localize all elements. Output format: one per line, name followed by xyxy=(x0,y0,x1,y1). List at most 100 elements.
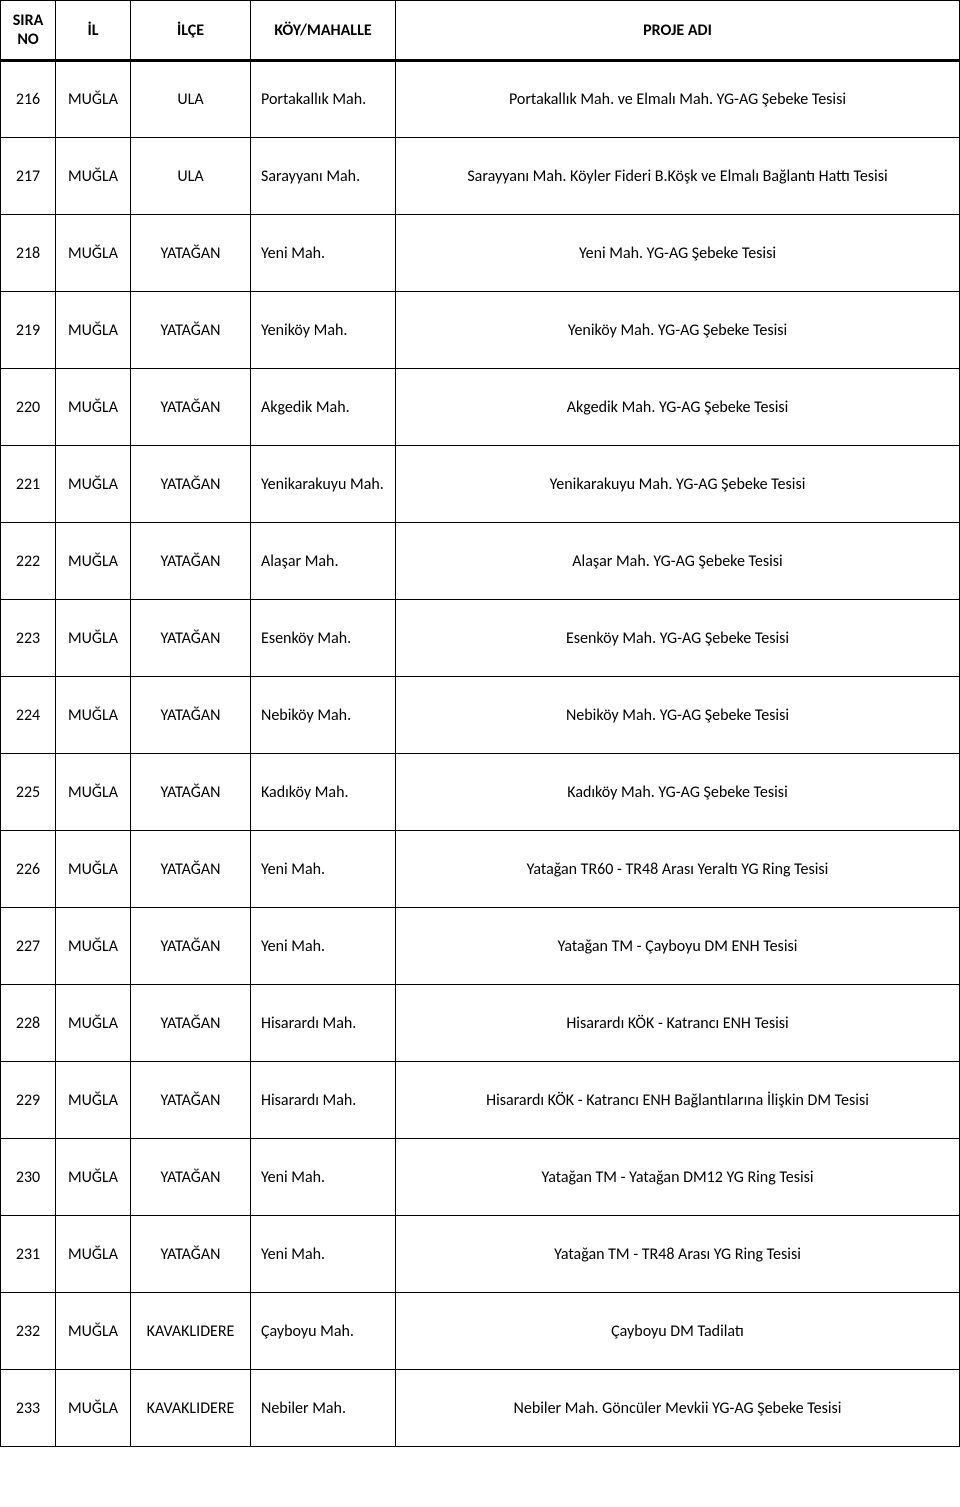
table-row: 223MUĞLAYATAĞANEsenköy Mah.Esenköy Mah. … xyxy=(1,600,960,677)
table-row: 229MUĞLAYATAĞANHisarardı Mah.Hisarardı K… xyxy=(1,1062,960,1139)
cell-ilce: YATAĞAN xyxy=(131,754,251,831)
cell-il: MUĞLA xyxy=(56,215,131,292)
cell-sira: 233 xyxy=(1,1370,56,1447)
cell-il: MUĞLA xyxy=(56,1139,131,1216)
cell-sira: 219 xyxy=(1,292,56,369)
cell-koy: Yeni Mah. xyxy=(251,1139,396,1216)
cell-il: MUĞLA xyxy=(56,908,131,985)
cell-il: MUĞLA xyxy=(56,754,131,831)
cell-il: MUĞLA xyxy=(56,985,131,1062)
cell-il: MUĞLA xyxy=(56,446,131,523)
cell-ilce: YATAĞAN xyxy=(131,215,251,292)
cell-proje: Akgedik Mah. YG-AG Şebeke Tesisi xyxy=(396,369,960,446)
cell-il: MUĞLA xyxy=(56,1293,131,1370)
cell-koy: Yeniköy Mah. xyxy=(251,292,396,369)
cell-sira: 228 xyxy=(1,985,56,1062)
cell-proje: Çayboyu DM Tadilatı xyxy=(396,1293,960,1370)
cell-sira: 226 xyxy=(1,831,56,908)
cell-sira: 220 xyxy=(1,369,56,446)
cell-proje: Yatağan TM - Yatağan DM12 YG Ring Tesisi xyxy=(396,1139,960,1216)
table-row: 228MUĞLAYATAĞANHisarardı Mah.Hisarardı K… xyxy=(1,985,960,1062)
cell-ilce: YATAĞAN xyxy=(131,369,251,446)
cell-koy: Akgedik Mah. xyxy=(251,369,396,446)
cell-koy: Yeni Mah. xyxy=(251,1216,396,1293)
table-row: 233MUĞLAKAVAKLIDERENebiler Mah.Nebiler M… xyxy=(1,1370,960,1447)
cell-proje: Nebiler Mah. Göncüler Mevkii YG-AG Şebek… xyxy=(396,1370,960,1447)
cell-koy: Kadıköy Mah. xyxy=(251,754,396,831)
cell-proje: Yenikarakuyu Mah. YG-AG Şebeke Tesisi xyxy=(396,446,960,523)
cell-sira: 222 xyxy=(1,523,56,600)
table-row: 232MUĞLAKAVAKLIDEREÇayboyu Mah.Çayboyu D… xyxy=(1,1293,960,1370)
cell-il: MUĞLA xyxy=(56,523,131,600)
cell-koy: Portakallık Mah. xyxy=(251,61,396,138)
cell-koy: Alaşar Mah. xyxy=(251,523,396,600)
cell-sira: 230 xyxy=(1,1139,56,1216)
cell-proje: Nebiköy Mah. YG-AG Şebeke Tesisi xyxy=(396,677,960,754)
cell-proje: Hisarardı KÖK - Katrancı ENH Bağlantılar… xyxy=(396,1062,960,1139)
cell-proje: Yatağan TM - TR48 Arası YG Ring Tesisi xyxy=(396,1216,960,1293)
cell-koy: Hisarardı Mah. xyxy=(251,985,396,1062)
cell-proje: Yeniköy Mah. YG-AG Şebeke Tesisi xyxy=(396,292,960,369)
cell-ilce: ULA xyxy=(131,138,251,215)
cell-ilce: YATAĞAN xyxy=(131,523,251,600)
cell-il: MUĞLA xyxy=(56,677,131,754)
cell-koy: Yenikarakuyu Mah. xyxy=(251,446,396,523)
cell-il: MUĞLA xyxy=(56,138,131,215)
cell-il: MUĞLA xyxy=(56,369,131,446)
cell-proje: Yatağan TM - Çayboyu DM ENH Tesisi xyxy=(396,908,960,985)
cell-koy: Esenköy Mah. xyxy=(251,600,396,677)
table-row: 227MUĞLAYATAĞANYeni Mah.Yatağan TM - Çay… xyxy=(1,908,960,985)
table-row: 226MUĞLAYATAĞANYeni Mah.Yatağan TR60 - T… xyxy=(1,831,960,908)
table-head: SIRA NOİLİLÇEKÖY/MAHALLEPROJE ADI xyxy=(1,1,960,61)
cell-sira: 217 xyxy=(1,138,56,215)
header-sira: SIRA NO xyxy=(1,1,56,61)
cell-ilce: YATAĞAN xyxy=(131,985,251,1062)
cell-sira: 224 xyxy=(1,677,56,754)
cell-proje: Portakallık Mah. ve Elmalı Mah. YG-AG Şe… xyxy=(396,61,960,138)
cell-ilce: YATAĞAN xyxy=(131,1216,251,1293)
cell-sira: 231 xyxy=(1,1216,56,1293)
header-proje: PROJE ADI xyxy=(396,1,960,61)
cell-koy: Yeni Mah. xyxy=(251,831,396,908)
cell-il: MUĞLA xyxy=(56,1216,131,1293)
table-row: 220MUĞLAYATAĞANAkgedik Mah.Akgedik Mah. … xyxy=(1,369,960,446)
cell-ilce: YATAĞAN xyxy=(131,446,251,523)
table-row: 225MUĞLAYATAĞANKadıköy Mah.Kadıköy Mah. … xyxy=(1,754,960,831)
cell-ilce: ULA xyxy=(131,61,251,138)
cell-koy: Yeni Mah. xyxy=(251,215,396,292)
project-table: SIRA NOİLİLÇEKÖY/MAHALLEPROJE ADI 216MUĞ… xyxy=(0,0,960,1447)
cell-sira: 225 xyxy=(1,754,56,831)
cell-sira: 221 xyxy=(1,446,56,523)
header-row: SIRA NOİLİLÇEKÖY/MAHALLEPROJE ADI xyxy=(1,1,960,61)
table-row: 230MUĞLAYATAĞANYeni Mah.Yatağan TM - Yat… xyxy=(1,1139,960,1216)
cell-ilce: KAVAKLIDERE xyxy=(131,1370,251,1447)
cell-sira: 229 xyxy=(1,1062,56,1139)
cell-ilce: YATAĞAN xyxy=(131,292,251,369)
cell-sira: 232 xyxy=(1,1293,56,1370)
cell-ilce: YATAĞAN xyxy=(131,1062,251,1139)
cell-ilce: YATAĞAN xyxy=(131,831,251,908)
cell-proje: Yeni Mah. YG-AG Şebeke Tesisi xyxy=(396,215,960,292)
table-row: 218MUĞLAYATAĞANYeni Mah.Yeni Mah. YG-AG … xyxy=(1,215,960,292)
cell-proje: Hisarardı KÖK - Katrancı ENH Tesisi xyxy=(396,985,960,1062)
cell-proje: Sarayyanı Mah. Köyler Fideri B.Köşk ve E… xyxy=(396,138,960,215)
table-row: 224MUĞLAYATAĞANNebiköy Mah.Nebiköy Mah. … xyxy=(1,677,960,754)
cell-proje: Alaşar Mah. YG-AG Şebeke Tesisi xyxy=(396,523,960,600)
cell-ilce: YATAĞAN xyxy=(131,1139,251,1216)
header-il: İL xyxy=(56,1,131,61)
table-row: 231MUĞLAYATAĞANYeni Mah.Yatağan TM - TR4… xyxy=(1,1216,960,1293)
cell-sira: 227 xyxy=(1,908,56,985)
table-row: 217MUĞLAULASarayyanı Mah.Sarayyanı Mah. … xyxy=(1,138,960,215)
cell-ilce: YATAĞAN xyxy=(131,600,251,677)
cell-sira: 218 xyxy=(1,215,56,292)
cell-il: MUĞLA xyxy=(56,831,131,908)
cell-ilce: KAVAKLIDERE xyxy=(131,1293,251,1370)
cell-proje: Esenköy Mah. YG-AG Şebeke Tesisi xyxy=(396,600,960,677)
cell-koy: Hisarardı Mah. xyxy=(251,1062,396,1139)
table-row: 219MUĞLAYATAĞANYeniköy Mah.Yeniköy Mah. … xyxy=(1,292,960,369)
cell-il: MUĞLA xyxy=(56,292,131,369)
table-row: 222MUĞLAYATAĞANAlaşar Mah.Alaşar Mah. YG… xyxy=(1,523,960,600)
cell-koy: Nebiköy Mah. xyxy=(251,677,396,754)
header-koy: KÖY/MAHALLE xyxy=(251,1,396,61)
cell-proje: Yatağan TR60 - TR48 Arası Yeraltı YG Rin… xyxy=(396,831,960,908)
